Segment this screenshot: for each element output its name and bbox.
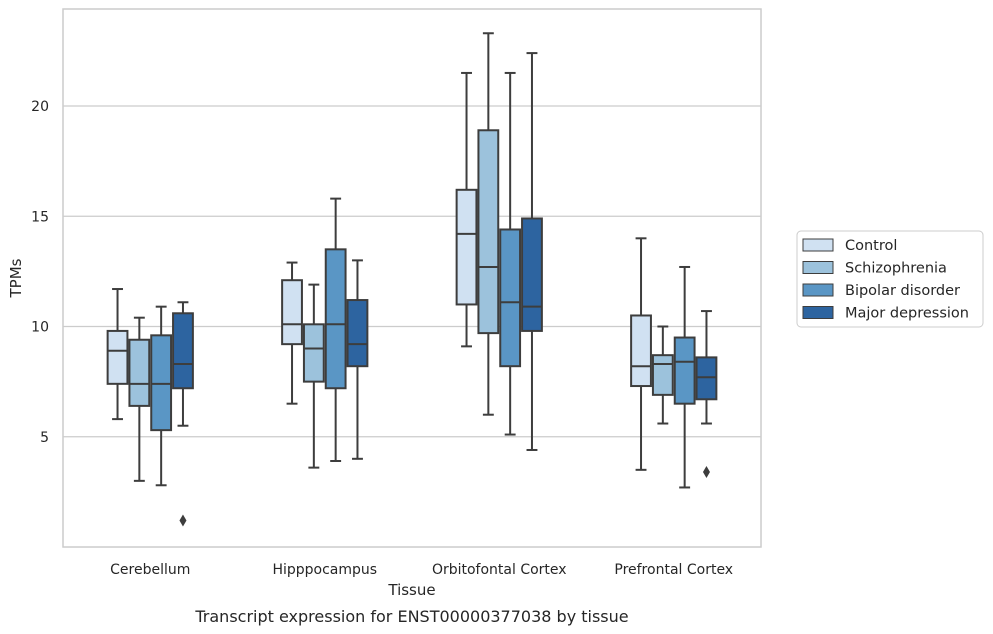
box-iqr [106, 329, 129, 385]
box-3-1 [651, 325, 674, 425]
box-2-0 [455, 71, 478, 348]
box-iqr [302, 323, 325, 383]
box-2-3 [521, 52, 543, 451]
box-2-1 [477, 32, 500, 416]
box-0-0 [106, 288, 129, 421]
y-axis-label: TPMs [7, 258, 25, 298]
box-iqr [651, 354, 674, 396]
box-3-2 [673, 265, 696, 489]
box-iqr [281, 279, 303, 346]
box-0-3 [172, 301, 194, 527]
box-1-3 [346, 259, 369, 460]
legend-swatch [802, 238, 834, 252]
x-tick-label: Hipppocampus [272, 562, 377, 578]
outlier-point [179, 514, 187, 527]
box-iqr [695, 356, 718, 401]
legend-item: Schizophrenia [802, 261, 947, 277]
outlier-point [702, 466, 710, 479]
box-iqr [455, 188, 478, 306]
legend-label: Bipolar disorder [845, 283, 960, 299]
box-iqr [521, 217, 543, 332]
legend-item: Bipolar disorder [802, 283, 960, 299]
y-tick-label: 10 [31, 320, 49, 336]
y-tick-label: 20 [31, 99, 49, 115]
box-3-0 [630, 237, 652, 471]
y-axis-ticks: 5 10 15 20 [31, 99, 49, 446]
legend-label: Control [845, 238, 897, 254]
legend-swatch [802, 283, 834, 297]
box-iqr [150, 334, 173, 432]
legend-swatch [802, 306, 834, 319]
box-1-1 [302, 283, 325, 469]
box-iqr [128, 338, 151, 407]
legend-swatch [802, 261, 834, 274]
plot-frame [62, 8, 762, 548]
x-tick-label: Prefrontal Cortex [614, 562, 733, 578]
legend: Control Schizophrenia Bipolar disorder Majo… [796, 230, 984, 328]
box-iqr [324, 248, 347, 390]
y-tick-label: 5 [40, 430, 49, 446]
box-3-3 [695, 310, 718, 479]
box-iqr [172, 312, 194, 390]
box-iqr [499, 228, 522, 368]
y-tick-label: 15 [31, 209, 49, 225]
legend-label: Major depression [845, 306, 969, 322]
box-2-2 [499, 71, 522, 436]
box-0-1 [128, 316, 151, 482]
x-axis-label: Tissue [387, 581, 435, 599]
box-0-2 [150, 305, 173, 487]
box-1-2 [324, 197, 347, 463]
x-tick-label: Orbitofontal Cortex [432, 562, 567, 578]
x-tick-label: Cerebellum [110, 562, 190, 578]
box-1-0 [281, 261, 303, 405]
box-iqr [673, 336, 696, 405]
x-axis-ticks: Cerebellum Hipppocampus Orbitofontal Corte… [110, 562, 733, 578]
box-iqr [630, 314, 652, 388]
legend-label: Schizophrenia [845, 261, 947, 277]
legend-frame [796, 230, 984, 328]
legend-item: Major depression [802, 306, 969, 322]
chart-caption: Transcript expression for ENST0000037703… [194, 607, 628, 626]
box-iqr [477, 129, 500, 335]
legend-item: Control [802, 238, 897, 254]
box-plot-area [106, 32, 718, 527]
box-iqr [346, 299, 369, 368]
